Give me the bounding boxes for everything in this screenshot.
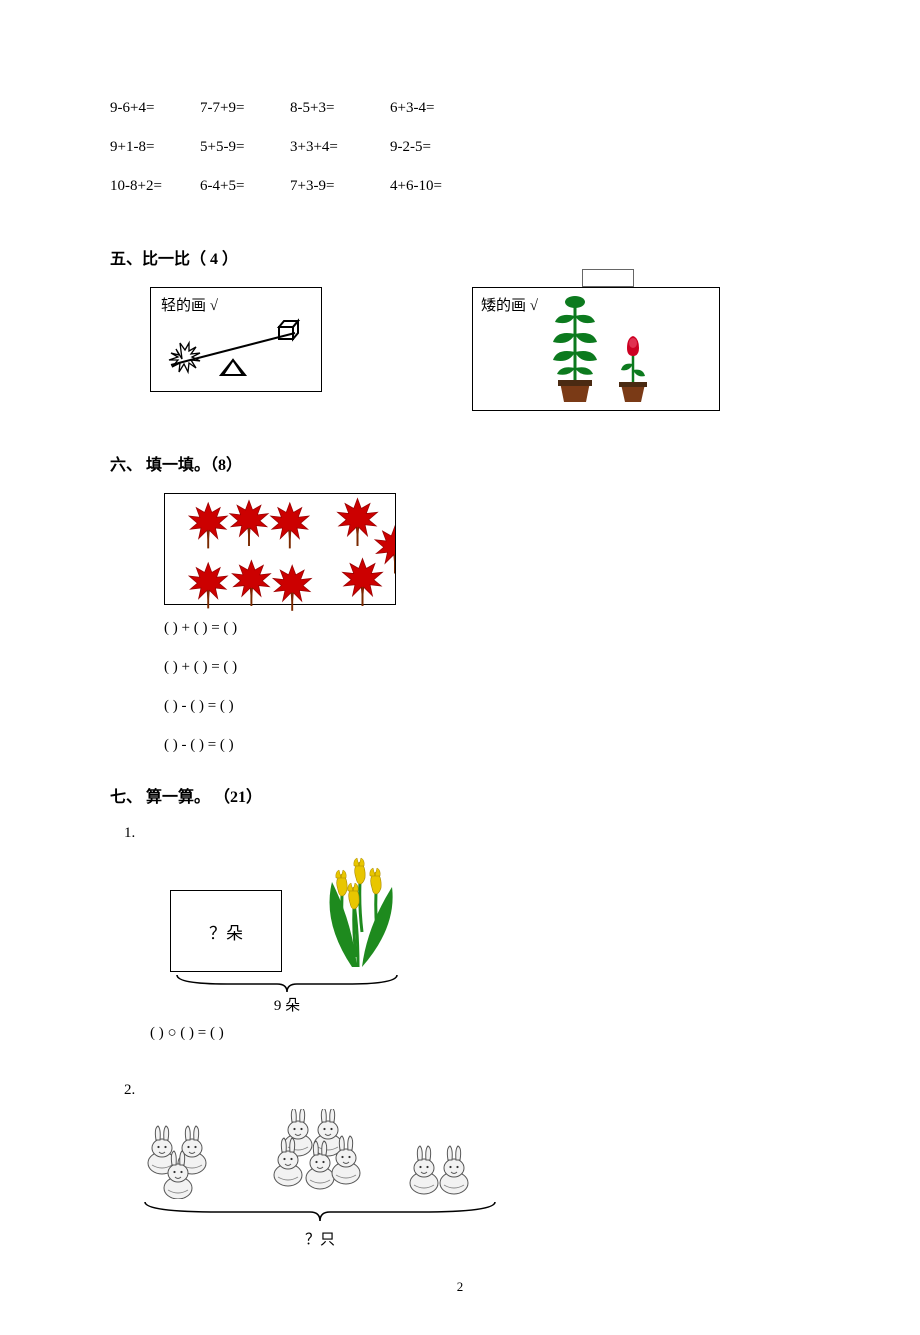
fill-line-3: ( ) - ( ) = ( ): [164, 687, 810, 726]
eq-cell: 6-4+5=: [200, 178, 290, 195]
eq-cell: 9+1-8=: [110, 139, 200, 156]
small-decor-box: [582, 269, 634, 287]
page-number: 2: [110, 1279, 810, 1295]
section-6-title: 六、 填一填。（8）: [110, 451, 810, 475]
compare-light-label: 轻的画 √: [161, 294, 311, 315]
compare-short-label: 矮的画 √: [481, 294, 538, 315]
eq-cell: 7+3-9=: [290, 178, 390, 195]
rabbit-cluster-3: [140, 1119, 230, 1199]
compare-light-card: 轻的画 √: [150, 287, 322, 392]
seesaw-icon: [161, 315, 306, 380]
short-rose-icon: [613, 334, 653, 404]
rabbit-cluster-4: [260, 1109, 370, 1199]
unknown-flowers-box: ？朵: [170, 890, 282, 972]
eq-cell: 4+6-10=: [390, 178, 480, 195]
section-5-row: 轻的画 √: [110, 287, 810, 411]
q7-1-equation: ( ) ○ ( ) = ( ): [150, 1025, 810, 1042]
eq-cell: 9-2-5=: [390, 139, 480, 156]
eq-cell: 3+3+4=: [290, 139, 390, 156]
brace-9: [172, 972, 402, 994]
eq-cell: 6+3-4=: [390, 100, 480, 117]
rabbit-groups: [140, 1109, 810, 1199]
rabbit-cluster-2: [400, 1139, 480, 1199]
brace-rabbits-label: ？只: [140, 1228, 500, 1249]
eq-cell: 7-7+9=: [200, 100, 290, 117]
brace-rabbits: ？只: [140, 1199, 810, 1249]
section-5-title: 五、比一比（ 4 ）: [110, 245, 810, 269]
maple-leaf-frame: [164, 493, 396, 605]
unknown-flowers-label: ？朵: [209, 919, 243, 944]
q7-2-number: 2.: [124, 1082, 810, 1099]
tulips-icon: [312, 842, 422, 972]
eq-cell: 10-8+2=: [110, 178, 200, 195]
q7-1-number: 1.: [124, 825, 810, 842]
section-7-title: 七、 算一算。 （21）: [110, 783, 810, 807]
brace-9-label: 9 朵: [172, 994, 402, 1015]
eq-cell: 8-5+3=: [290, 100, 390, 117]
fill-line-2: ( ) + ( ) = ( ): [164, 648, 810, 687]
compare-short-card: 矮的画 √: [472, 287, 720, 411]
eq-cell: 9-6+4=: [110, 100, 200, 117]
eq-cell: 5+5-9=: [200, 139, 290, 156]
tall-plant-icon: [548, 294, 603, 404]
fill-line-4: ( ) - ( ) = ( ): [164, 726, 810, 765]
equation-grid: 9-6+4= 7-7+9= 8-5+3= 6+3-4= 9+1-8= 5+5-9…: [110, 100, 810, 195]
